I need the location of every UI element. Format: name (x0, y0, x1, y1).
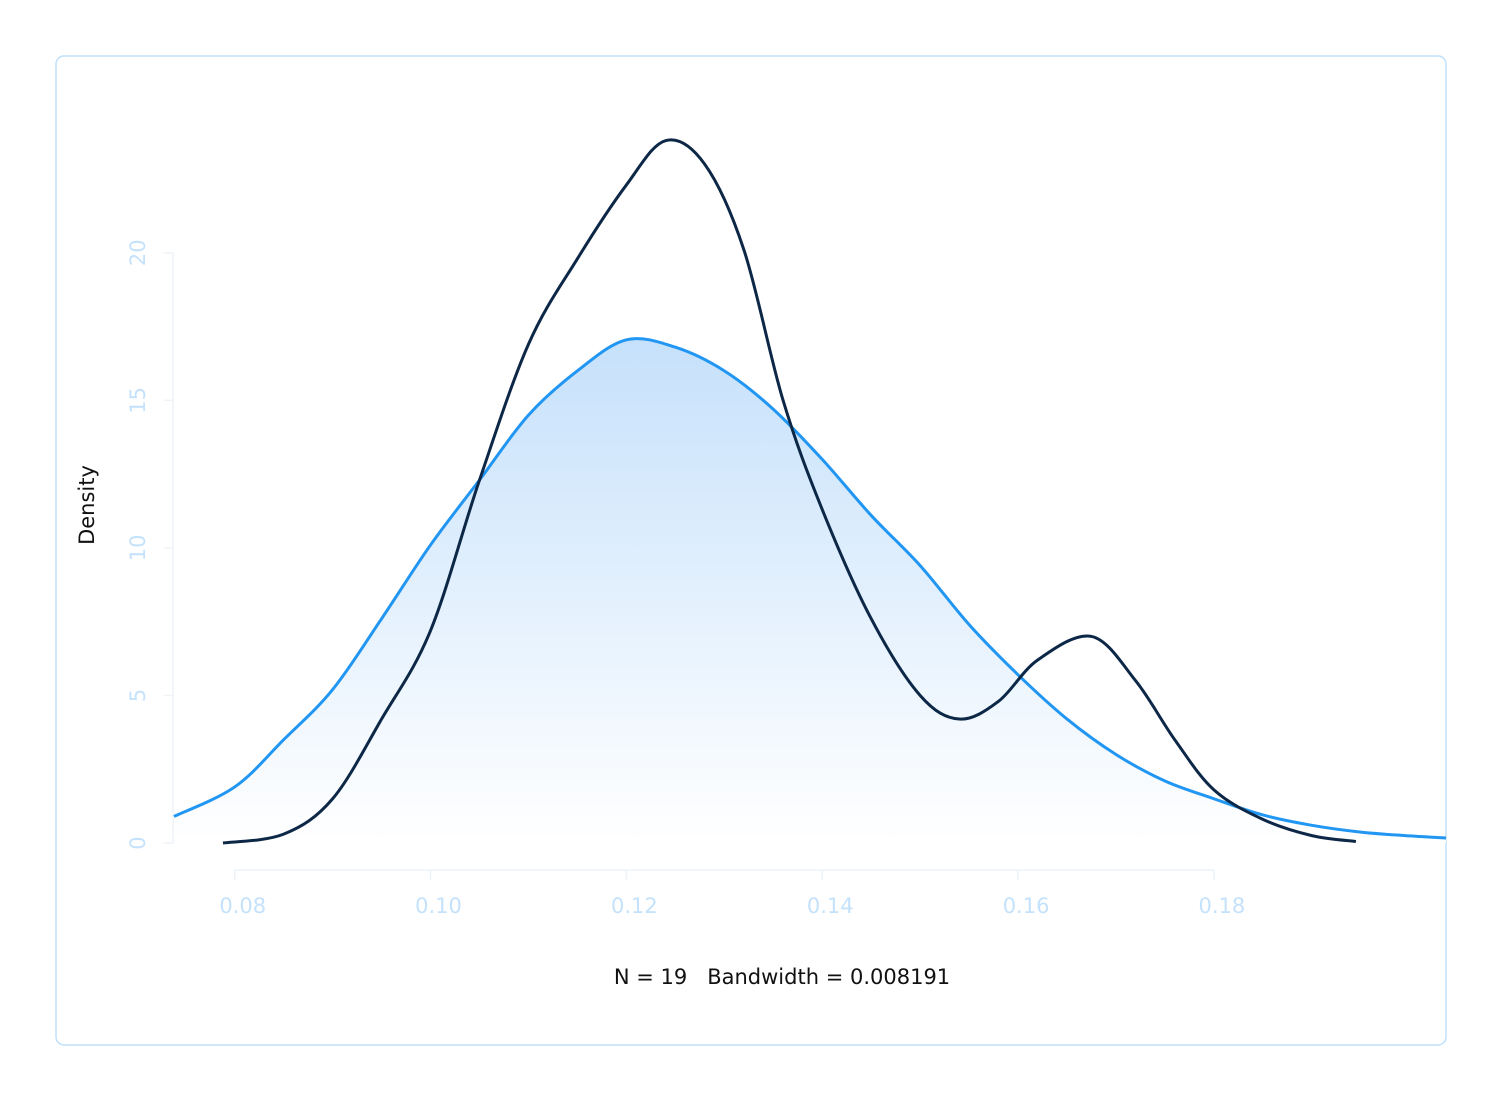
y-tick-label: 5 (126, 689, 150, 702)
density-line (222, 138, 1357, 845)
y-tick-label: 0 (126, 836, 150, 849)
y-axis-label: Density (75, 465, 99, 545)
x-tick-label: 0.16 (1003, 894, 1050, 918)
density-line (173, 337, 1447, 840)
x-tick-label: 0.12 (611, 894, 658, 918)
x-axis-label: N = 19 Bandwidth = 0.008191 (614, 965, 950, 989)
y-tick-label: 10 (126, 535, 150, 562)
x-tick-label: 0.08 (219, 894, 266, 918)
y-tick-label: 15 (126, 387, 150, 414)
x-tick-label: 0.10 (415, 894, 462, 918)
x-tick-label: 0.14 (807, 894, 854, 918)
y-tick-label: 20 (126, 239, 150, 266)
x-tick-label: 0.18 (1199, 894, 1246, 918)
